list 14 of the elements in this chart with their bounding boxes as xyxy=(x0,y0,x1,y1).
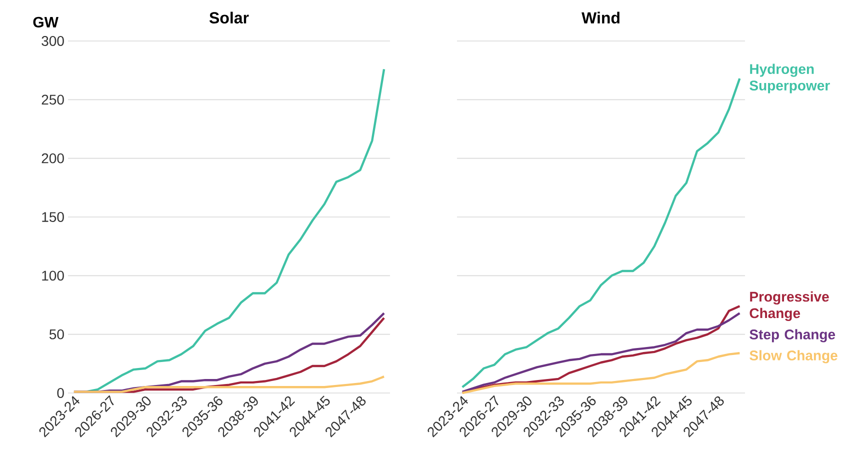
y-tick-label: 0 xyxy=(57,388,64,398)
y-tick-label: 250 xyxy=(42,94,64,105)
series-label: Progressive Change xyxy=(750,291,829,322)
y-axis-title: GW xyxy=(33,16,58,28)
y-tick-label: 200 xyxy=(42,153,64,164)
y-tick-label: 150 xyxy=(42,212,64,222)
chart-title: Solar xyxy=(209,12,249,24)
y-tick-label: 100 xyxy=(42,270,64,281)
series-label: Hydrogen Superpower xyxy=(750,64,830,94)
y-tick-label: 300 xyxy=(42,36,64,46)
chart-title: Wind xyxy=(582,12,620,24)
y-tick-label: 50 xyxy=(49,329,64,340)
series-label: Slow Change xyxy=(750,350,838,364)
series-label: Step Change xyxy=(750,329,836,342)
